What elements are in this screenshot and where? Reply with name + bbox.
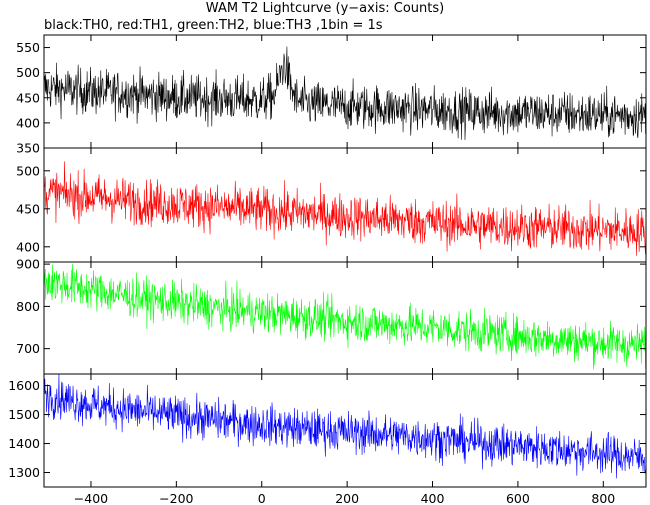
x-tick-label: 0 (258, 491, 266, 505)
y-tick-label: 400 (16, 239, 40, 254)
series-line-panel-3 (44, 263, 646, 370)
y-tick-label: 500 (16, 65, 40, 80)
y-tick-label: 1500 (8, 407, 40, 422)
y-tick-label: 450 (16, 201, 40, 216)
chart-title: WAM T2 Lightcurve (y−axis: Counts) (205, 1, 445, 16)
x-tick-label: 200 (335, 491, 359, 505)
x-tick-label: 600 (506, 491, 530, 505)
y-tick-label: 550 (16, 40, 40, 55)
y-tick-label: 400 (16, 115, 40, 130)
x-tick-label: −200 (159, 491, 193, 505)
x-tick-label: 400 (421, 491, 445, 505)
panel-frame-3 (43, 261, 647, 375)
y-tick-label: 1600 (8, 378, 40, 393)
y-tick-label: 1300 (8, 465, 40, 480)
y-tick-label: 1400 (8, 436, 40, 451)
y-tick-label: 700 (16, 341, 40, 356)
y-tick-label: 900 (16, 257, 40, 272)
y-tick-label: 500 (16, 163, 40, 178)
x-tick-label: −400 (74, 491, 108, 505)
series-line-panel-1 (44, 46, 646, 141)
series-line-panel-2 (44, 161, 646, 256)
y-tick-label: 450 (16, 90, 40, 105)
y-tick-label: 350 (16, 141, 40, 156)
panel-frame-4 (43, 373, 647, 488)
y-tick-label: 800 (16, 299, 40, 314)
x-tick-label: 800 (591, 491, 615, 505)
series-line-panel-4 (44, 374, 646, 479)
chart-subtitle: black:TH0, red:TH1, green:TH2, blue:TH3 … (44, 18, 383, 33)
